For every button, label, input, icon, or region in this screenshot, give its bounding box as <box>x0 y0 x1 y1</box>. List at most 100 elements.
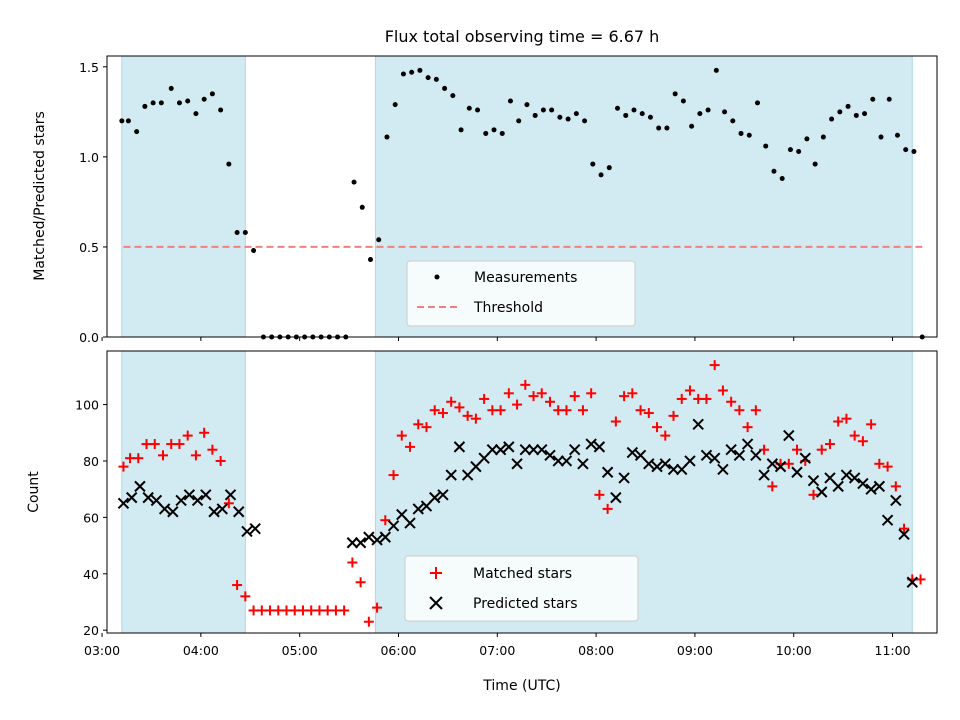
predicted-stars-point <box>536 443 548 456</box>
matched-stars-point <box>520 379 531 390</box>
matched-stars-point <box>882 461 893 472</box>
measurements-point <box>475 107 481 113</box>
matched-stars-point <box>808 489 819 500</box>
measurements-point <box>606 165 612 171</box>
measurements-point <box>499 130 505 136</box>
predicted-stars-point <box>191 494 204 507</box>
measurements-point <box>746 132 752 138</box>
matched-stars-point <box>569 391 580 402</box>
measurements-point <box>359 204 365 210</box>
predicted-stars-point <box>241 525 253 538</box>
measurements-point <box>853 112 859 118</box>
matched-stars-point <box>899 523 910 534</box>
measurements-point <box>886 96 892 102</box>
matched-stars-point <box>462 410 473 421</box>
predicted-stars-point <box>898 528 910 541</box>
matched-stars-point <box>833 416 844 427</box>
legend-label-measurements: Measurements <box>474 270 577 286</box>
predicted-stars-point <box>684 455 696 467</box>
matched-stars-point <box>380 515 391 526</box>
measurements-point <box>400 71 406 77</box>
predicted-stars-point <box>142 491 154 504</box>
matched-stars-point <box>742 422 753 433</box>
measurements-point <box>507 98 513 104</box>
measurements-point <box>134 129 140 135</box>
legend-label-predicted: Predicted stars <box>473 596 578 612</box>
measurements-point <box>820 134 826 140</box>
y-tick-label: 0.5 <box>79 240 99 255</box>
predicted-stars-point <box>183 489 196 501</box>
matched-stars-point <box>660 430 671 441</box>
x-tick-label: 10:00 <box>776 643 812 658</box>
measurements-point <box>796 148 802 154</box>
measurements-point <box>425 75 431 81</box>
matched-stars-point <box>388 470 399 481</box>
x-tick-label: 06:00 <box>380 643 416 658</box>
matched-stars-point <box>816 444 827 455</box>
predicted-stars-point <box>527 443 540 456</box>
measurements-point <box>647 114 653 120</box>
predicted-stars-point <box>346 537 359 549</box>
matched-stars-point <box>734 405 745 416</box>
predicted-stars-point <box>708 452 721 464</box>
predicted-stars-point <box>461 469 474 481</box>
matched-stars-point <box>405 441 416 452</box>
measurements-point <box>565 116 571 122</box>
predicted-stars-point <box>700 449 713 462</box>
predicted-stars-point <box>478 452 490 464</box>
legend-marker-predicted <box>429 596 443 610</box>
predicted-stars-point <box>692 418 704 431</box>
y-axis-label-count: Count <box>26 471 42 513</box>
measurements-point <box>573 111 579 117</box>
panel-count-frame <box>106 350 938 634</box>
matched-stars-point <box>372 602 383 613</box>
matched-stars-point <box>437 408 448 419</box>
measurements-point <box>549 107 555 113</box>
matched-stars-point <box>479 393 490 404</box>
matched-stars-point <box>199 427 210 438</box>
matched-stars-point <box>446 396 457 407</box>
predicted-stars-point <box>643 458 655 470</box>
matched-stars-point <box>528 391 539 402</box>
predicted-stars-point <box>725 443 737 456</box>
matched-stars-point <box>643 408 654 419</box>
measurements-point <box>878 134 884 140</box>
matched-stars-point <box>512 399 523 410</box>
matched-stars-point <box>594 489 605 500</box>
predicted-stars-point <box>906 576 919 588</box>
measurements-point <box>664 125 670 131</box>
predicted-stars-point <box>824 472 836 484</box>
matched-stars-point <box>223 498 234 509</box>
y-tick-label: 1.0 <box>79 150 99 165</box>
measurements-point <box>201 96 207 102</box>
matched-stars-point <box>355 577 366 588</box>
panel-ratio-frame <box>106 55 938 338</box>
predicted-stars-point <box>175 494 187 507</box>
matched-stars-point <box>339 605 350 616</box>
measurements-point <box>218 107 224 113</box>
predicted-stars-point <box>224 489 237 501</box>
legend-count: Matched stars Predicted stars <box>404 555 639 622</box>
matched-stars-point <box>866 419 877 430</box>
measurements-point <box>367 257 373 263</box>
predicted-stars-point <box>593 441 606 453</box>
x-tick-label: 08:00 <box>578 643 614 658</box>
matched-stars-point <box>503 388 514 399</box>
measurements-point <box>787 147 793 153</box>
measurements-point <box>466 105 472 111</box>
x-tick-label: 05:00 <box>282 643 318 658</box>
matched-stars-point <box>841 413 852 424</box>
measurements-point <box>631 107 637 113</box>
measurements-point <box>142 103 148 109</box>
legend-marker-measurements <box>434 274 440 280</box>
measurements-point <box>730 118 736 124</box>
predicted-stars-point <box>585 438 597 450</box>
predicted-stars-point <box>610 491 622 504</box>
measurements-point <box>242 230 248 236</box>
legend-marker-matched <box>430 567 442 579</box>
observing-interval <box>121 55 246 338</box>
measurements-point <box>672 91 678 97</box>
predicted-stars-point <box>445 469 457 481</box>
predicted-stars-point <box>200 489 212 501</box>
predicted-stars-point <box>848 472 861 484</box>
